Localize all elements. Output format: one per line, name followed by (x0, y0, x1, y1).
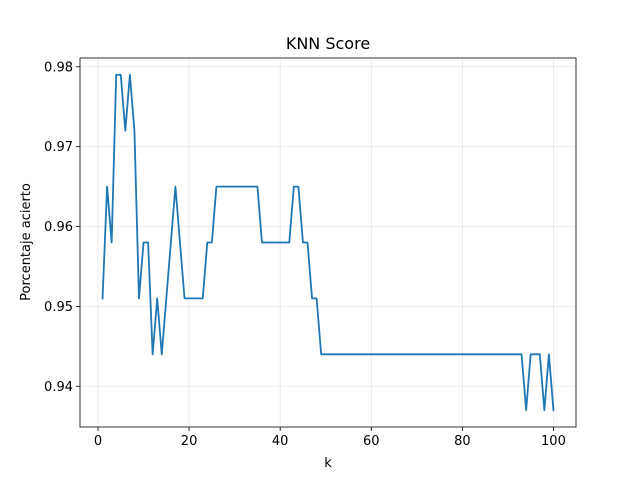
x-tick-label: 40 (272, 434, 289, 449)
x-tick-label: 20 (181, 434, 198, 449)
y-ticks: 0.94 0.95 0.96 0.97 0.98 (44, 60, 80, 395)
x-tick-label: 100 (541, 434, 566, 449)
y-tick-label: 0.95 (44, 300, 73, 315)
axes-frame (79, 57, 577, 428)
x-tick-label: 80 (454, 434, 471, 449)
x-tick-label: 0 (94, 434, 102, 449)
data-line-group (101, 73, 555, 412)
x-ticks: 0 20 40 60 80 100 (94, 427, 566, 449)
y-tick-label: 0.94 (44, 380, 73, 395)
chart-title: KNN Score (286, 34, 370, 53)
x-tick-label: 60 (363, 434, 380, 449)
x-axis-label: k (324, 456, 332, 471)
series-line (101, 73, 555, 412)
y-tick-label: 0.98 (44, 60, 73, 75)
y-axis-label: Porcentaje acierto (19, 183, 34, 301)
y-tick-label: 0.96 (44, 220, 73, 235)
y-tick-label: 0.97 (44, 140, 73, 155)
